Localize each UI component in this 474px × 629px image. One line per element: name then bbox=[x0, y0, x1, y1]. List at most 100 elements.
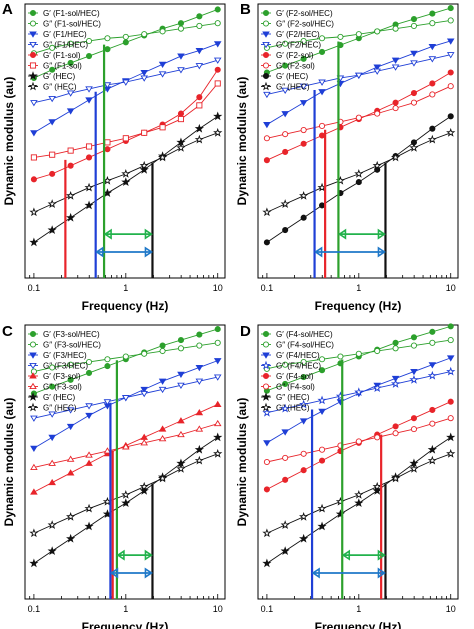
data-point bbox=[177, 382, 185, 390]
x-axis-label: Frequency (Hz) bbox=[315, 620, 402, 629]
series-4 bbox=[30, 57, 222, 107]
data-point bbox=[214, 326, 221, 333]
data-point bbox=[196, 331, 203, 338]
legend-label: G″ (F4-sol/HEC) bbox=[276, 341, 334, 350]
data-point bbox=[48, 95, 56, 103]
data-point bbox=[30, 130, 38, 137]
data-point bbox=[300, 374, 307, 381]
data-point bbox=[195, 63, 204, 70]
arrow-head bbox=[377, 246, 386, 258]
plot-frame bbox=[24, 3, 226, 279]
data-point bbox=[262, 62, 270, 69]
data-point bbox=[318, 457, 326, 464]
data-point bbox=[410, 60, 418, 67]
data-point bbox=[318, 122, 326, 129]
data-point bbox=[263, 486, 270, 493]
series-6 bbox=[30, 80, 221, 161]
data-point bbox=[446, 38, 455, 45]
data-point bbox=[194, 123, 204, 133]
data-point bbox=[390, 473, 401, 483]
arrow-head bbox=[377, 549, 386, 561]
data-point bbox=[354, 498, 364, 508]
data-point bbox=[84, 200, 94, 210]
data-point bbox=[262, 341, 270, 348]
data-point bbox=[390, 379, 401, 388]
arrow-head bbox=[337, 228, 347, 240]
data-point bbox=[318, 35, 326, 42]
data-point bbox=[177, 417, 185, 424]
data-point bbox=[446, 366, 456, 376]
data-point bbox=[177, 25, 185, 32]
data-point bbox=[196, 102, 203, 109]
data-point bbox=[85, 97, 93, 104]
data-point bbox=[158, 434, 167, 442]
data-point bbox=[263, 157, 270, 164]
series-2 bbox=[263, 17, 454, 51]
data-point bbox=[391, 64, 400, 71]
data-point bbox=[318, 446, 326, 453]
data-point bbox=[281, 87, 289, 95]
data-point bbox=[195, 378, 204, 385]
data-point bbox=[262, 207, 272, 217]
data-point bbox=[318, 89, 326, 96]
data-point bbox=[429, 406, 436, 413]
panel-letter: A bbox=[2, 1, 13, 18]
data-point bbox=[104, 35, 111, 42]
data-point bbox=[121, 169, 131, 178]
data-point bbox=[28, 71, 38, 80]
legend-label: G″ (F2-sol) bbox=[276, 62, 315, 71]
data-point bbox=[121, 498, 131, 508]
legend-label: G″ (F4-sol) bbox=[276, 383, 315, 392]
series-line bbox=[33, 83, 219, 158]
data-point bbox=[355, 438, 362, 445]
data-point bbox=[299, 533, 309, 543]
data-point bbox=[29, 330, 37, 338]
data-point bbox=[262, 72, 270, 80]
data-point bbox=[429, 328, 436, 335]
data-point bbox=[140, 439, 148, 446]
data-point bbox=[48, 411, 56, 418]
data-point bbox=[263, 122, 271, 129]
data-point bbox=[263, 440, 271, 447]
data-point bbox=[66, 469, 75, 476]
data-point bbox=[66, 511, 76, 521]
arrow-head bbox=[377, 228, 386, 240]
data-point bbox=[85, 53, 93, 60]
data-point bbox=[300, 55, 307, 62]
data-point bbox=[337, 353, 344, 360]
data-point bbox=[262, 407, 272, 417]
legend-label: G″ (F3-sol/HEC) bbox=[43, 341, 101, 350]
x-tick-label: 1 bbox=[356, 604, 361, 614]
data-point bbox=[355, 72, 363, 79]
data-point bbox=[29, 341, 37, 348]
x-tick-label: 1 bbox=[123, 604, 128, 614]
series-6 bbox=[30, 419, 222, 471]
arrow-head bbox=[95, 246, 104, 258]
data-point bbox=[392, 430, 399, 437]
series-4 bbox=[263, 52, 455, 99]
legend-label: G″ (F4/HEC) bbox=[276, 362, 321, 371]
data-point bbox=[282, 226, 289, 234]
legend-label: G′ (F1/HEC) bbox=[43, 30, 87, 39]
chart-panel-d: D 0.1 1 10 Frequency (Hz) Dynamic modulus (au… bbox=[235, 323, 459, 629]
data-point bbox=[392, 99, 399, 106]
data-point bbox=[29, 207, 39, 217]
data-point bbox=[374, 347, 381, 355]
data-point bbox=[48, 459, 56, 466]
data-point bbox=[177, 20, 185, 27]
data-point bbox=[373, 68, 381, 75]
data-point bbox=[427, 134, 437, 144]
data-point bbox=[263, 91, 271, 99]
legend-label: G′ (F3/HEC) bbox=[43, 351, 87, 360]
x-axis-label: Frequency (Hz) bbox=[82, 299, 169, 313]
series-line bbox=[266, 85, 451, 139]
data-point bbox=[262, 20, 270, 27]
data-point bbox=[48, 478, 56, 486]
series-4 bbox=[30, 374, 222, 422]
data-point bbox=[262, 372, 270, 380]
data-point bbox=[213, 41, 222, 48]
data-point bbox=[262, 9, 270, 17]
data-point bbox=[159, 28, 166, 35]
data-point bbox=[29, 20, 37, 27]
